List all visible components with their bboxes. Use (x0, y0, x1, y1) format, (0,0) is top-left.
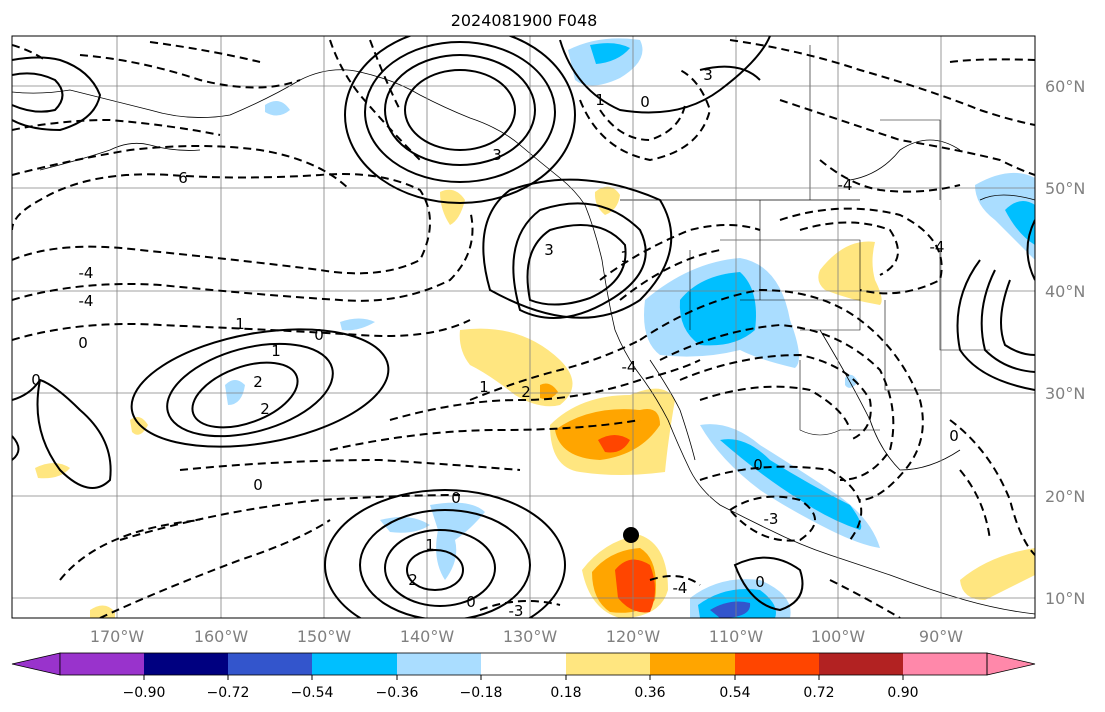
lat-tick-label: 50°N (1045, 179, 1085, 198)
contour-label: 1 (479, 378, 489, 396)
colorbar-tick-label: −0.54 (291, 685, 334, 701)
contour-label: 0 (31, 371, 41, 389)
colorbar-tick-label: −0.90 (123, 685, 166, 701)
contour-label: 2 (408, 571, 418, 589)
colorbar-tick-label: −0.36 (376, 685, 419, 701)
colorbar-segment (144, 653, 228, 675)
contour-label: 0 (466, 593, 476, 611)
map-frame (11, 35, 1036, 619)
longitude-labels: 170°W 160°W 150°W 140°W 130°W 120°W 110°… (90, 627, 963, 646)
contour-label: 0 (755, 573, 765, 591)
lon-tick-label: 140°W (400, 627, 455, 646)
colorbar: −0.90 −0.72 −0.54 −0.36 −0.18 0.18 0.36 … (11, 652, 1036, 701)
contour-label: 0 (314, 326, 324, 344)
contours-negative (12, 39, 1035, 618)
contour-label: -4 (79, 264, 94, 282)
contour-label: -4 (673, 579, 688, 597)
lat-tick-label: 30°N (1045, 384, 1085, 403)
map-title: 2024081900 F048 (451, 11, 598, 30)
contour-labels: 1 2 2 0 1 0 -4 -4 0 1 2 3 -4 6 -4 -4 0 3… (31, 66, 959, 620)
lon-tick-label: 110°W (709, 627, 764, 646)
contour-label: 3 (703, 66, 713, 84)
contour-label: 0 (253, 476, 263, 494)
lat-tick-label: 10°N (1045, 589, 1085, 608)
contour-label: 6 (178, 169, 188, 187)
graticule (12, 36, 1035, 618)
colorbar-tick-label: 0.90 (887, 685, 918, 701)
colorbar-segment (819, 653, 903, 675)
contour-label: 2 (253, 373, 263, 391)
colorbar-over-triangle (986, 652, 1036, 676)
lon-tick-label: 130°W (503, 627, 558, 646)
lon-tick-label: 100°W (811, 627, 866, 646)
contour-label: 2 (521, 383, 531, 401)
colorbar-tick-label: 0.72 (803, 685, 834, 701)
colorbar-tick-label: −0.72 (207, 685, 250, 701)
colorbar-segment (481, 653, 566, 675)
contours-positive (12, 36, 1035, 618)
contour-label: 1 (271, 342, 281, 360)
colorbar-segment (650, 653, 735, 675)
contour-label: 1 (620, 248, 630, 266)
lon-tick-label: 120°W (606, 627, 661, 646)
contour-label: -4 (838, 176, 853, 194)
colorbar-tick-label: 0.36 (634, 685, 665, 701)
colorbar-tick-label: 0.54 (719, 685, 750, 701)
contour-label: -4 (79, 292, 94, 310)
colorbar-segment (903, 653, 987, 675)
contour-label: 0 (949, 427, 959, 445)
contour-label: -3 (509, 602, 524, 620)
lat-tick-label: 40°N (1045, 282, 1085, 301)
colorbar-segment (228, 653, 312, 675)
contour-label: -3 (764, 510, 779, 528)
colorbar-segment (735, 653, 819, 675)
latitude-labels: 60°N 50°N 40°N 30°N 20°N 10°N (1045, 77, 1085, 608)
lon-tick-label: 170°W (90, 627, 145, 646)
contour-label: 1 (425, 536, 435, 554)
contour-label: 0 (78, 334, 88, 352)
lon-tick-label: 160°W (194, 627, 249, 646)
colorbar-tick-label: 0.18 (550, 685, 581, 701)
lat-tick-label: 20°N (1045, 487, 1085, 506)
contour-label: -4 (930, 238, 945, 256)
colorbar-segment (312, 653, 397, 675)
contour-label: 2 (260, 400, 270, 418)
lon-tick-label: 150°W (297, 627, 352, 646)
contour-label: 0 (451, 489, 461, 507)
lat-tick-label: 60°N (1045, 77, 1085, 96)
map-area (12, 36, 1035, 618)
colorbar-segment (397, 653, 481, 675)
contour-label: 0 (640, 93, 650, 111)
storm-position-marker (623, 527, 639, 543)
contour-label: 0 (753, 456, 763, 474)
contour-label: 1 (235, 315, 245, 333)
colorbar-tick-label: −0.18 (460, 685, 503, 701)
contour-label: 1 (595, 91, 605, 109)
colorbar-segment (566, 653, 650, 675)
contour-label: 3 (492, 146, 502, 164)
colorbar-segment (60, 653, 144, 675)
lon-tick-label: 90°W (919, 627, 963, 646)
contour-label: -4 (622, 358, 637, 376)
colorbar-under-triangle (11, 652, 61, 676)
contour-label: 3 (544, 241, 554, 259)
